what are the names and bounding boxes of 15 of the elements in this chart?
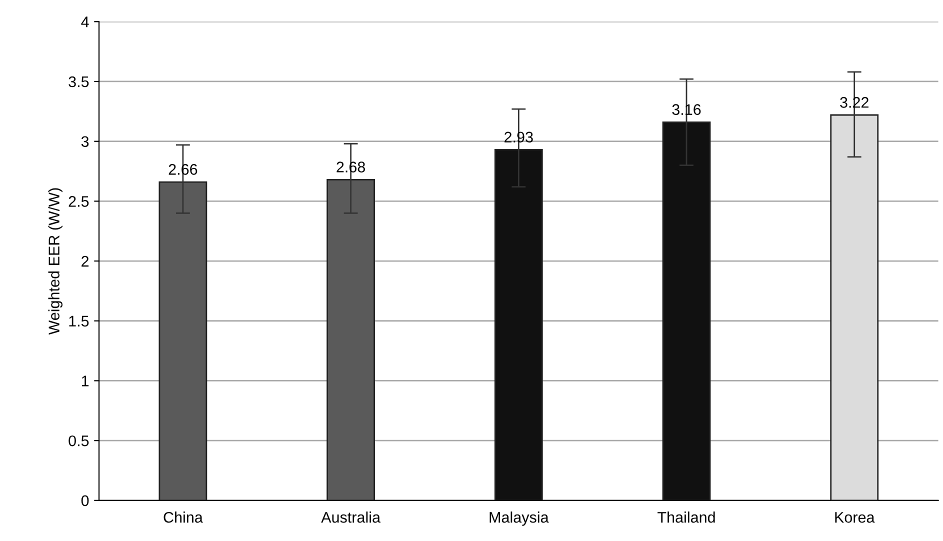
y-tick-label: 3 [81,136,89,148]
y-tick-label: 4 [81,16,89,28]
x-tick-label: Malaysia [490,512,549,526]
y-tick-label: 1.5 [69,316,89,327]
y-axis-title: Weighted EER (W/W) [48,188,62,335]
x-tick-label: Korea [835,512,875,523]
y-tick-label: 0.5 [68,435,89,446]
x-tick-label: Thailand [658,512,715,523]
x-tick-label: Australia [321,512,381,523]
y-tick-label: 1 [82,376,89,386]
y-tick-label: 2.5 [68,196,89,207]
x-tick-label: China [164,512,203,523]
y-tick-label: 2 [82,256,89,267]
y-tick-label: 3.5 [68,76,89,88]
y-tick-label: 0 [81,495,89,506]
